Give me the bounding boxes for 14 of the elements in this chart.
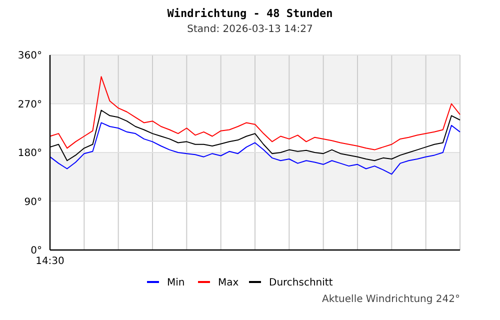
chart-subtitle: Stand: 2026-03-13 14:27 [187, 24, 313, 35]
y-tick-label: 180° [18, 148, 42, 159]
y-tick-label: 0° [30, 246, 42, 256]
line-series [50, 122, 460, 175]
y-tick-label: 360° [18, 50, 42, 62]
x-tick-label: 14:30 [36, 256, 64, 267]
legend-label: Max [218, 278, 239, 288]
line-series [50, 76, 460, 150]
y-tick-label: 270° [18, 99, 42, 110]
text: Aktuelle Windrichtung 242° [322, 294, 460, 305]
chart-title: Windrichtung - 48 Stunden [167, 7, 333, 20]
legend-label: Durchschnitt [269, 278, 333, 288]
legend-label: Min [167, 278, 185, 288]
y-tick-label: 90° [24, 196, 42, 208]
